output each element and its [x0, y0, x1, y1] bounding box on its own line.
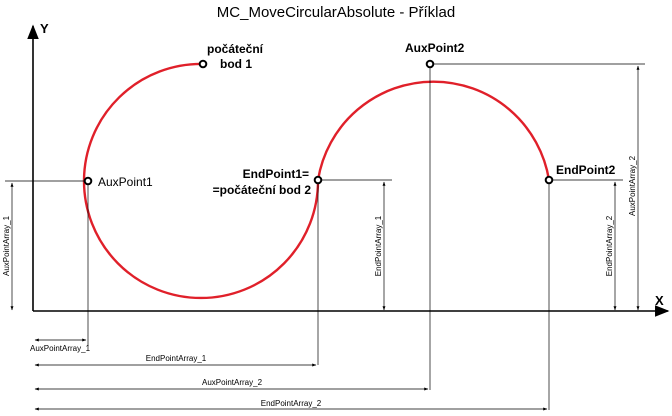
diagram-title: MC_MoveCircularAbsolute - Příklad [217, 4, 455, 21]
end1-y-label: EndPointArray_1 [374, 215, 383, 276]
y-axis-label: Y [40, 21, 49, 36]
start-point-label-line1: počáteční [207, 42, 264, 56]
aux-point-1-label: AuxPoint1 [98, 175, 153, 189]
aux1-y-label: AuxPointArray_1 [2, 215, 11, 276]
end-point-2 [544, 175, 554, 185]
aux2-y-label: AuxPointArray_2 [628, 155, 637, 216]
aux-point-2 [425, 59, 435, 69]
start-point-label-line2: bod 1 [220, 57, 252, 71]
aux-point-2-label: AuxPoint2 [405, 41, 465, 55]
end-point-2-label: EndPoint2 [556, 163, 616, 177]
aux1-x-label: AuxPointArray_1 [30, 344, 91, 353]
x-axis-label: X [655, 293, 664, 308]
aux2-x-label: AuxPointArray_2 [202, 378, 263, 387]
end2-y-label: EndPointArray_2 [605, 215, 614, 276]
end1-x-label: EndPointArray_1 [146, 354, 207, 363]
end-point-1-label-line2: =počáteční bod 2 [213, 183, 312, 197]
arc-1 [82, 62, 320, 300]
start-point-1 [198, 59, 208, 69]
end-point-1 [313, 175, 323, 185]
arc-2 [316, 80, 551, 181]
end-point-1-label-line1: EndPoint1= [243, 167, 309, 181]
end2-x-label: EndPointArray_2 [261, 399, 322, 408]
aux-point-1 [83, 176, 93, 186]
